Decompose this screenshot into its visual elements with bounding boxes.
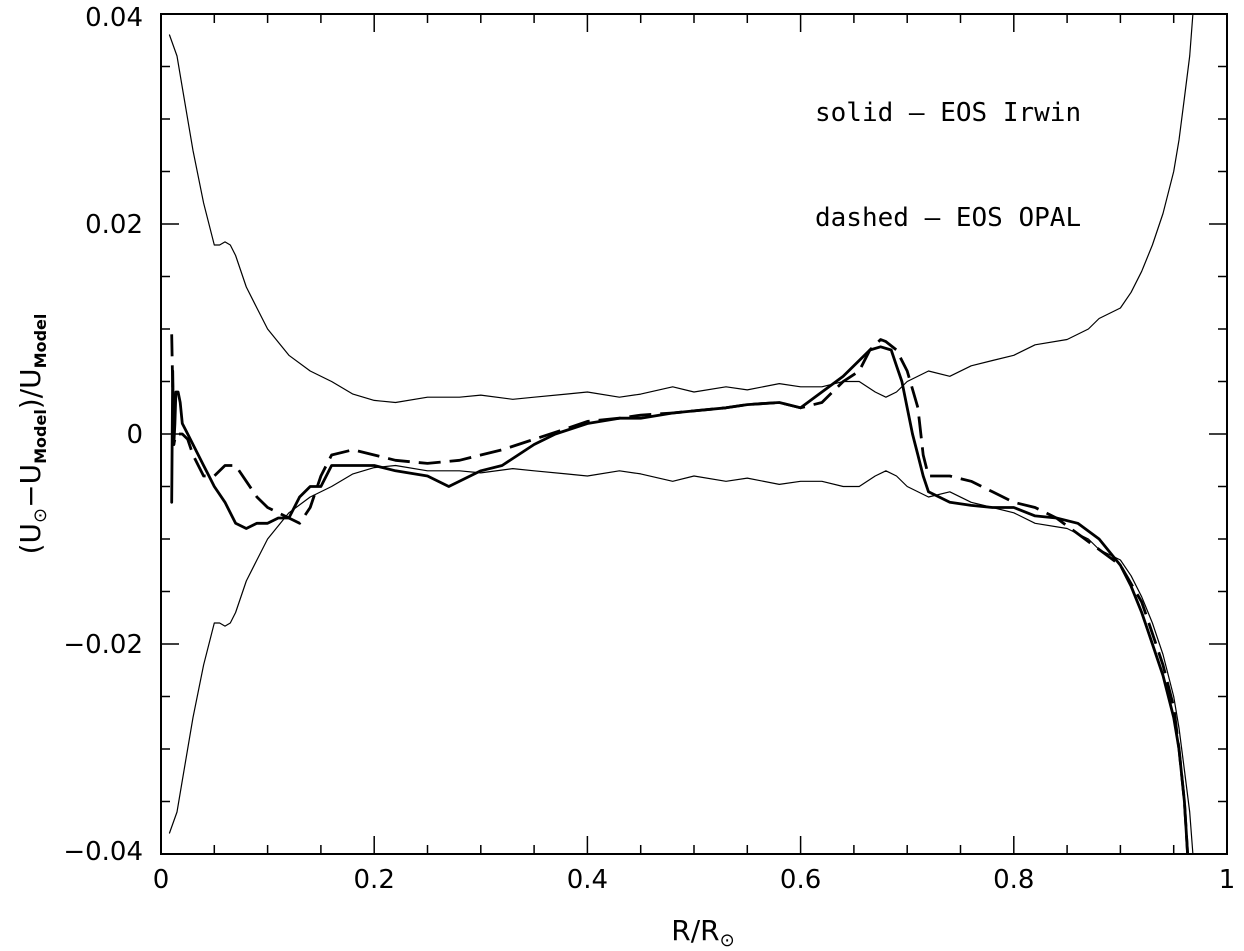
series-line-error-envelope-lower: [168, 464, 1194, 854]
tick-labels: 0 0.2 0.4 0.6 0.8 1 −0.04 −0.02 0 0.02 0.04: [63, 3, 1235, 895]
y-axis-title-sub-model-2: Model: [31, 314, 50, 369]
y-tick-label: 0.02: [85, 210, 143, 240]
x-tick-label: 0.4: [567, 865, 608, 895]
y-tick-label: 0.04: [85, 3, 143, 33]
series-line-eos-opal: [170, 334, 1189, 854]
y-axis-title: (U⊙−UModel)/UModel: [14, 314, 51, 555]
x-tick-label: 0.6: [780, 865, 821, 895]
annotation-solid: solid – EOS Irwin: [815, 98, 1081, 128]
x-axis-title-base: R/R: [671, 914, 719, 947]
y-axis-title-close: )/U: [14, 368, 47, 409]
series-layer: [168, 14, 1194, 854]
y-tick-label: −0.02: [63, 630, 143, 660]
y-axis-title-minus: −U: [14, 464, 47, 508]
series-line-eos-irwin: [170, 345, 1189, 854]
tick-marks: [160, 13, 1228, 855]
y-tick-label: 0: [126, 420, 143, 450]
plot-frame: [160, 13, 1228, 855]
x-axis-title-sub: ⊙: [720, 930, 735, 951]
y-tick-label: −0.04: [63, 837, 143, 867]
x-tick-label: 1: [1219, 865, 1236, 895]
x-tick-label: 0.2: [354, 865, 395, 895]
x-tick-label: 0.8: [993, 865, 1034, 895]
series-line-error-envelope-upper: [168, 14, 1194, 404]
annotation-dashed: dashed – EOS OPAL: [815, 203, 1081, 233]
x-axis-title: R/R⊙: [671, 914, 734, 951]
y-axis-title-sub-model-1: Model: [31, 409, 50, 464]
x-tick-label: 0: [153, 865, 170, 895]
y-axis-title-sub-sun: ⊙: [30, 508, 51, 523]
y-axis-title-open: (U: [14, 523, 47, 554]
